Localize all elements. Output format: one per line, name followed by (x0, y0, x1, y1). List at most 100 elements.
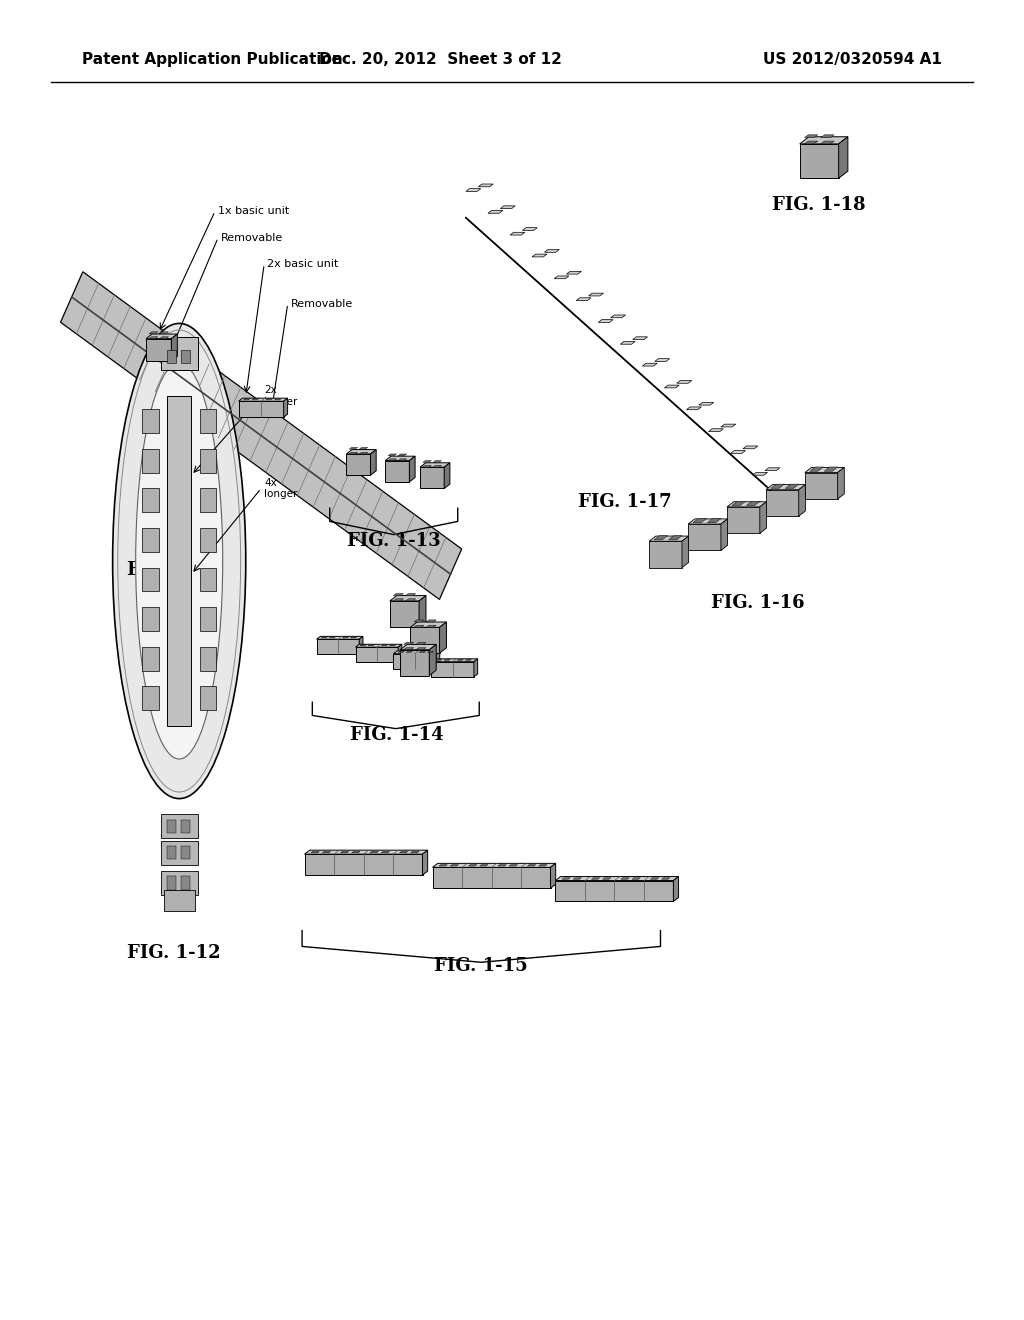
Polygon shape (400, 644, 436, 649)
Bar (164, 890, 195, 911)
Polygon shape (400, 649, 429, 676)
Polygon shape (821, 135, 835, 137)
Polygon shape (433, 461, 441, 462)
Polygon shape (730, 450, 745, 453)
Polygon shape (662, 878, 670, 879)
Bar (142, 568, 159, 591)
Polygon shape (311, 851, 319, 853)
Polygon shape (419, 595, 426, 627)
Polygon shape (416, 643, 426, 644)
Polygon shape (388, 459, 396, 461)
Polygon shape (359, 636, 362, 655)
Polygon shape (650, 878, 658, 879)
Polygon shape (545, 249, 559, 252)
Polygon shape (160, 337, 169, 339)
Polygon shape (654, 536, 668, 540)
Polygon shape (686, 407, 701, 409)
Polygon shape (414, 626, 424, 627)
Polygon shape (610, 315, 626, 318)
Polygon shape (721, 519, 727, 550)
Polygon shape (665, 385, 679, 388)
Bar (200, 568, 216, 591)
Polygon shape (304, 850, 428, 854)
Polygon shape (403, 648, 414, 649)
Polygon shape (488, 210, 503, 214)
Text: 2x
longer: 2x longer (264, 385, 298, 407)
Polygon shape (677, 380, 691, 383)
Bar (200, 449, 216, 473)
Text: Dec. 20, 2012  Sheet 3 of 12: Dec. 20, 2012 Sheet 3 of 12 (318, 51, 562, 67)
Polygon shape (349, 447, 357, 449)
Polygon shape (406, 599, 416, 601)
Polygon shape (388, 454, 396, 455)
Polygon shape (393, 599, 403, 601)
Polygon shape (469, 865, 477, 866)
Polygon shape (393, 651, 439, 653)
Polygon shape (838, 467, 844, 499)
Polygon shape (436, 651, 439, 669)
Polygon shape (698, 403, 714, 405)
Polygon shape (346, 450, 376, 454)
Bar (167, 350, 176, 363)
Text: 2x basic unit: 2x basic unit (267, 259, 339, 269)
Bar (167, 396, 191, 726)
Polygon shape (410, 457, 415, 482)
Text: US 2012/0320594 A1: US 2012/0320594 A1 (763, 51, 942, 67)
Ellipse shape (135, 363, 223, 759)
Polygon shape (411, 627, 439, 653)
Polygon shape (420, 463, 450, 467)
Polygon shape (771, 484, 784, 488)
Polygon shape (674, 876, 679, 902)
Polygon shape (403, 643, 414, 644)
Polygon shape (598, 319, 613, 322)
Polygon shape (239, 401, 284, 417)
Polygon shape (693, 519, 707, 523)
Text: 1x basic unit: 1x basic unit (218, 206, 290, 216)
Text: FIG. 1-13: FIG. 1-13 (347, 532, 441, 550)
Polygon shape (426, 626, 436, 627)
Polygon shape (146, 339, 171, 360)
Polygon shape (727, 502, 766, 507)
Polygon shape (839, 137, 848, 178)
Polygon shape (682, 536, 688, 568)
Polygon shape (669, 536, 682, 540)
Bar (142, 607, 159, 631)
Polygon shape (423, 461, 431, 462)
Polygon shape (60, 272, 462, 599)
Polygon shape (478, 183, 494, 187)
Polygon shape (393, 594, 403, 595)
Polygon shape (566, 272, 582, 275)
Polygon shape (150, 337, 158, 339)
Polygon shape (359, 453, 368, 454)
Bar (200, 409, 216, 433)
Polygon shape (805, 467, 844, 473)
Polygon shape (355, 647, 398, 663)
Polygon shape (420, 467, 444, 488)
Polygon shape (349, 453, 357, 454)
Polygon shape (592, 878, 600, 879)
Polygon shape (474, 659, 477, 677)
Text: FIG. 1-11: FIG. 1-11 (127, 561, 221, 579)
Text: FIG. 1-16: FIG. 1-16 (711, 594, 805, 612)
Polygon shape (432, 863, 556, 867)
Polygon shape (732, 502, 745, 506)
Bar (142, 409, 159, 433)
Polygon shape (385, 457, 415, 461)
Text: Removable: Removable (221, 232, 284, 243)
Polygon shape (423, 466, 431, 467)
Polygon shape (171, 334, 177, 360)
Polygon shape (753, 473, 768, 475)
Bar (161, 841, 198, 865)
Polygon shape (510, 232, 525, 235)
Polygon shape (577, 298, 591, 301)
Polygon shape (688, 524, 721, 550)
Polygon shape (390, 595, 426, 601)
Text: 4x
longer: 4x longer (264, 478, 298, 499)
Polygon shape (602, 878, 611, 879)
Polygon shape (431, 661, 474, 677)
Bar (161, 337, 198, 370)
Bar (167, 820, 176, 833)
Polygon shape (414, 620, 424, 622)
Polygon shape (433, 466, 441, 467)
Polygon shape (371, 450, 376, 475)
